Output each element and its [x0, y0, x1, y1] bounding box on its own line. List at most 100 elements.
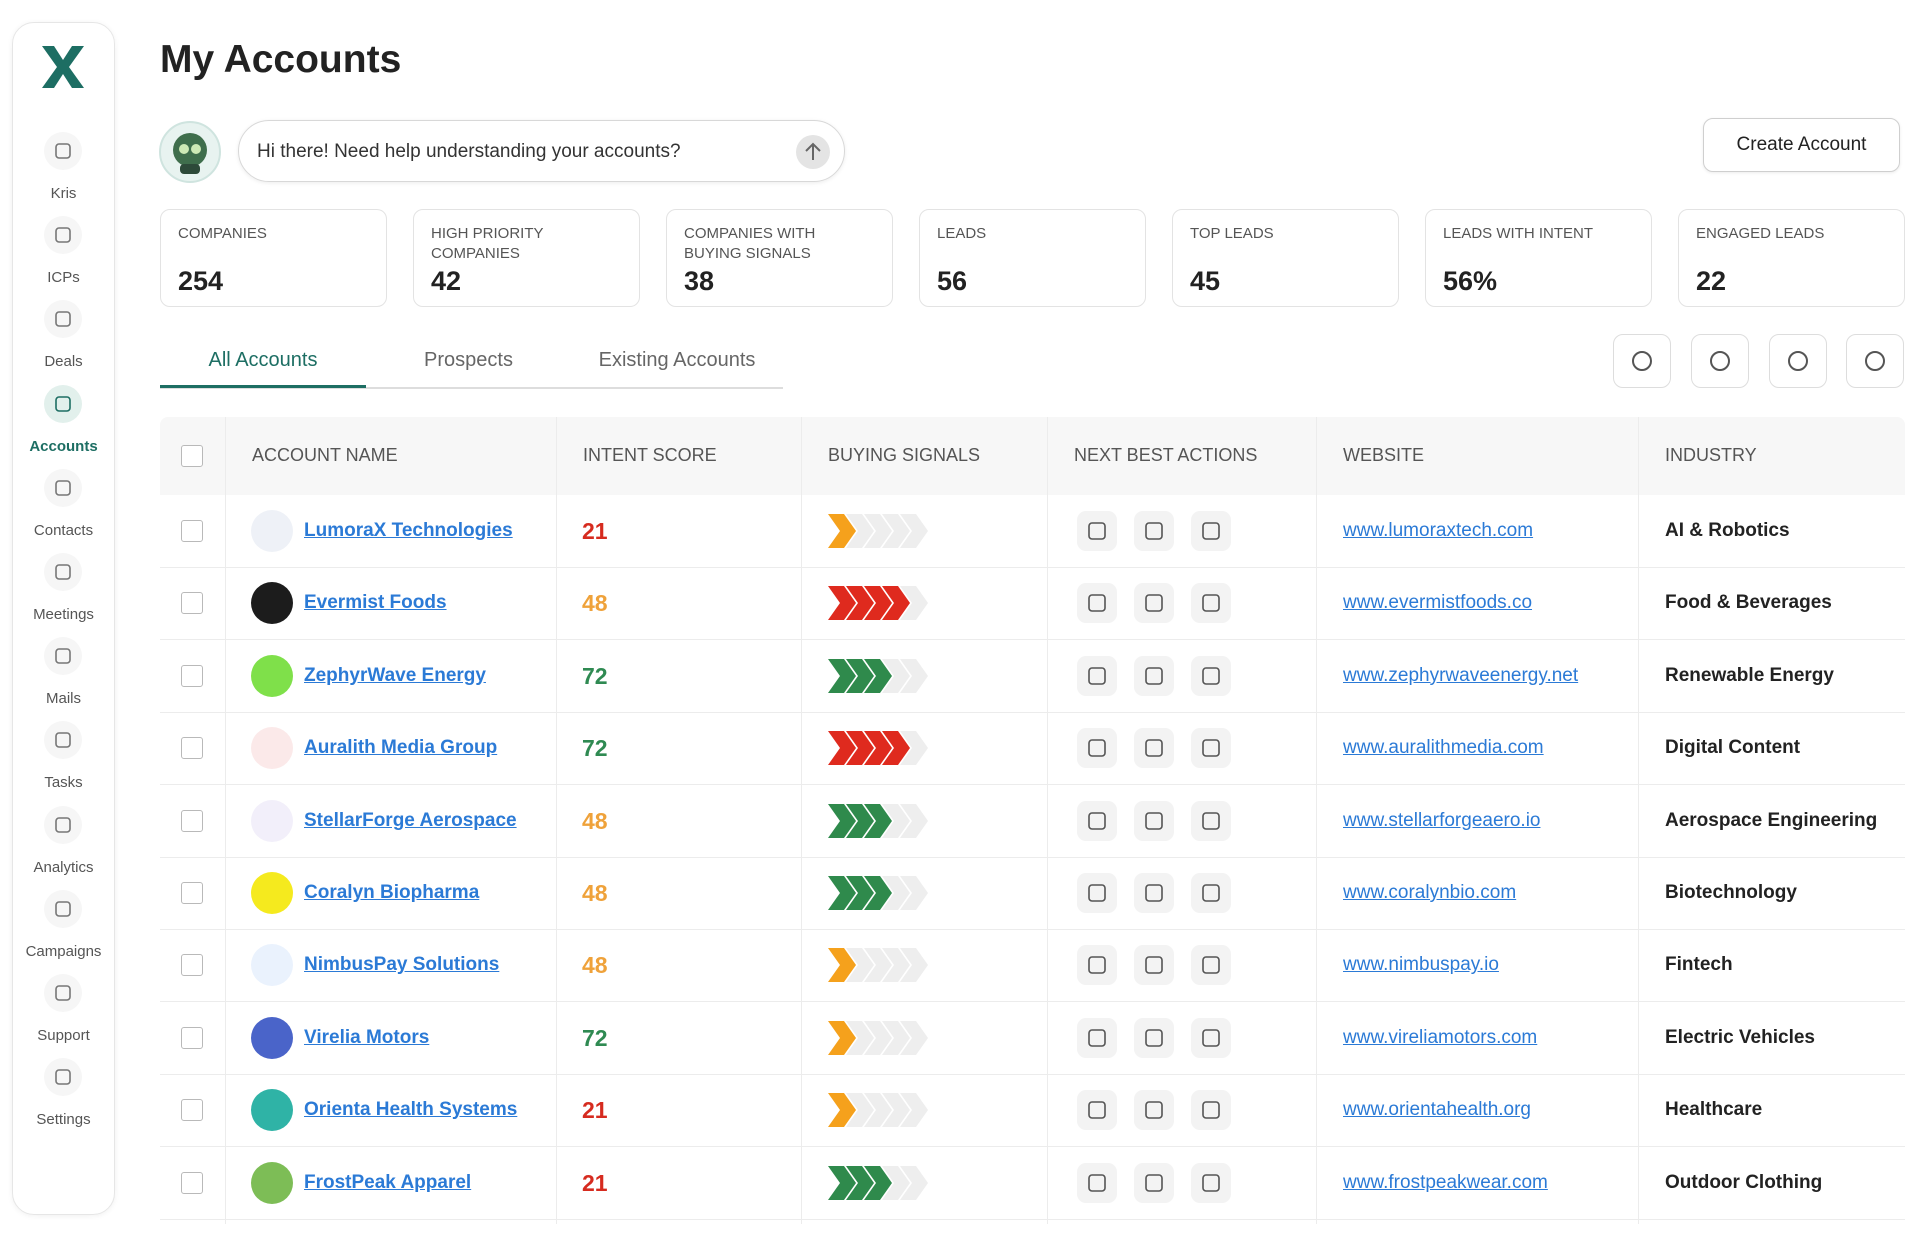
action-button[interactable] — [1077, 945, 1117, 986]
website-link[interactable]: www.frostpeakwear.com — [1343, 1171, 1548, 1193]
checkbox[interactable] — [181, 1171, 203, 1194]
nav-icon[interactable] — [43, 215, 83, 255]
nav-icon[interactable] — [43, 889, 83, 929]
action-button[interactable] — [1191, 945, 1231, 986]
nav-label[interactable]: Support — [37, 1027, 90, 1044]
nav-icon[interactable] — [43, 1057, 83, 1097]
nav-icon[interactable] — [43, 805, 83, 845]
action-button[interactable] — [1077, 511, 1117, 551]
nav-label[interactable]: Campaigns — [25, 942, 102, 960]
nav-icon[interactable] — [43, 131, 83, 171]
action-button[interactable] — [1191, 1017, 1231, 1058]
website-link[interactable]: www.lumoraxtech.com — [1343, 520, 1534, 541]
action-button[interactable] — [1191, 655, 1231, 696]
account-name[interactable]: ZephyrWave Energy — [304, 664, 486, 686]
action-button[interactable] — [1134, 1162, 1174, 1203]
checkbox[interactable] — [181, 1026, 203, 1049]
nav-icon[interactable] — [43, 636, 83, 676]
nav-label[interactable]: Accounts — [29, 437, 98, 455]
toolbar-button[interactable] — [1613, 334, 1671, 388]
account-name[interactable]: Orienta Health Systems — [304, 1099, 518, 1121]
checkbox[interactable] — [181, 445, 203, 467]
account-name[interactable]: Evermist Foods — [304, 592, 447, 614]
website-link[interactable]: www.coralynbio.com — [1343, 882, 1517, 903]
action-button[interactable] — [1134, 1090, 1174, 1131]
action-button[interactable] — [1077, 873, 1117, 913]
website-link[interactable]: www.orientahealth.org — [1343, 1099, 1531, 1121]
action-button[interactable] — [1077, 1090, 1117, 1131]
nav-icon[interactable] — [43, 973, 83, 1013]
create-account-button[interactable]: Create Account — [1703, 118, 1900, 172]
action-button[interactable] — [1134, 655, 1174, 696]
action-button[interactable] — [1077, 1162, 1117, 1203]
checkbox[interactable] — [181, 520, 203, 542]
action-button[interactable] — [1134, 511, 1174, 551]
nav-label[interactable]: Analytics — [33, 858, 94, 876]
website-link[interactable]: www.evermistfoods.co — [1343, 592, 1533, 614]
account-name[interactable]: StellarForge Aerospace — [304, 809, 517, 831]
nav-label[interactable]: Tasks — [44, 774, 83, 792]
toolbar-button[interactable] — [1769, 334, 1827, 388]
account-name[interactable]: Coralyn Biopharma — [304, 882, 480, 903]
website-link[interactable]: www.stellarforgeaero.io — [1343, 809, 1541, 831]
nav-icon[interactable] — [43, 552, 83, 592]
action-button[interactable] — [1077, 728, 1117, 769]
website-link[interactable]: www.nimbuspay.io — [1343, 954, 1499, 976]
action-button[interactable] — [1191, 1090, 1231, 1131]
action-button[interactable] — [1134, 583, 1174, 624]
toolbar-button[interactable] — [1691, 334, 1749, 388]
intent-score: 48 — [582, 952, 608, 979]
stat-value: 45 — [1190, 266, 1221, 296]
action-button[interactable] — [1191, 873, 1231, 913]
checkbox[interactable] — [181, 592, 203, 615]
nav-label[interactable]: Mails — [45, 690, 81, 708]
nav-label[interactable]: Contacts — [33, 521, 94, 539]
send-button[interactable] — [795, 134, 831, 170]
chat-input[interactable]: Hi there! Need help understanding your a… — [238, 120, 845, 182]
account-name[interactable]: Auralith Media Group — [304, 737, 498, 759]
action-button[interactable] — [1134, 728, 1174, 769]
account-name[interactable]: FrostPeak Apparel — [304, 1171, 472, 1193]
signal-chevron — [882, 586, 910, 621]
nav-icon[interactable] — [43, 468, 83, 508]
account-name[interactable]: LumoraX Technologies — [304, 520, 513, 541]
action-button[interactable] — [1134, 873, 1174, 913]
checkbox[interactable] — [181, 882, 203, 904]
website-link[interactable]: www.vireliamotors.com — [1343, 1026, 1538, 1048]
checkbox[interactable] — [181, 737, 203, 760]
action-icon — [1145, 811, 1163, 830]
website-link[interactable]: www.auralithmedia.com — [1343, 737, 1544, 759]
checkbox[interactable] — [181, 954, 203, 977]
tab[interactable]: Existing Accounts — [598, 349, 756, 371]
nav-label[interactable]: Kris — [50, 185, 77, 202]
account-name[interactable]: Virelia Motors — [304, 1026, 430, 1048]
action-button[interactable] — [1077, 655, 1117, 696]
action-button[interactable] — [1191, 800, 1231, 841]
action-button[interactable] — [1191, 728, 1231, 769]
nav-label[interactable]: Meetings — [33, 606, 94, 623]
action-button[interactable] — [1077, 583, 1117, 624]
tab[interactable]: All Accounts — [208, 349, 318, 371]
tab[interactable]: Prospects — [424, 349, 513, 371]
account-name[interactable]: NimbusPay Solutions — [304, 954, 500, 976]
nav-icon[interactable] — [43, 720, 83, 760]
action-button[interactable] — [1134, 800, 1174, 841]
action-button[interactable] — [1191, 511, 1231, 551]
website-link[interactable]: www.zephyrwaveenergy.net — [1343, 664, 1579, 686]
checkbox[interactable] — [181, 1099, 203, 1122]
action-button[interactable] — [1191, 1162, 1231, 1203]
nav-icon-glyph — [55, 395, 71, 412]
checkbox[interactable] — [181, 664, 203, 687]
nav-icon[interactable] — [43, 384, 83, 424]
action-button[interactable] — [1077, 1017, 1117, 1058]
action-button[interactable] — [1134, 1017, 1174, 1058]
nav-label[interactable]: Deals — [44, 353, 83, 371]
nav-label[interactable]: Settings — [36, 1111, 91, 1129]
action-button[interactable] — [1077, 800, 1117, 841]
nav-label[interactable]: ICPs — [47, 269, 80, 287]
checkbox[interactable] — [181, 809, 203, 832]
action-button[interactable] — [1191, 583, 1231, 624]
toolbar-button[interactable] — [1846, 334, 1904, 388]
nav-icon[interactable] — [43, 299, 83, 339]
action-button[interactable] — [1134, 945, 1174, 986]
